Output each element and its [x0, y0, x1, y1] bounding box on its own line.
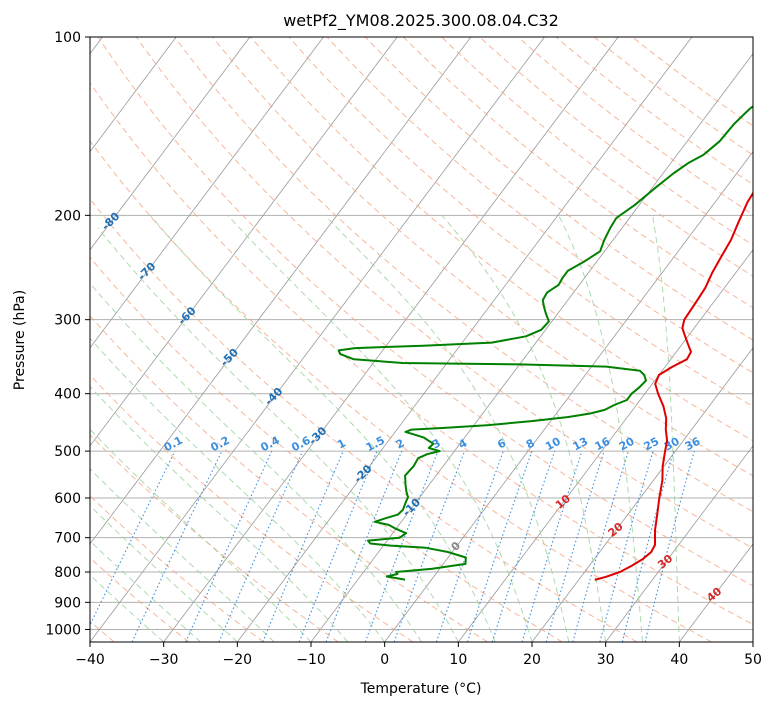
profile-lines: [337, 105, 753, 581]
mixing-ratio-label: 25: [642, 435, 662, 454]
y-tick-label: 100: [54, 30, 81, 46]
y-axis: 100 200 300 400 500 600 700 800 900 1000: [45, 30, 90, 638]
isotherm-line: [90, 37, 177, 153]
y-axis-label: Pressure (hPa): [12, 290, 28, 390]
y-tick-label: 700: [54, 531, 81, 547]
x-axis: −40 −30 −20 −10 0 10 20 30 40 50: [75, 642, 762, 668]
x-axis-label: Temperature (°C): [360, 681, 482, 697]
moist-adiabat-line: [652, 215, 680, 642]
moist-adiabat-line: [90, 428, 312, 642]
isotherm-line: [605, 445, 753, 642]
moist-adiabat-line: [324, 214, 570, 642]
x-tick-label: 40: [670, 652, 688, 668]
isotherm-line: [90, 37, 472, 545]
moist-adiabat-line: [90, 385, 349, 642]
dry-adiabat-line: [135, 37, 753, 549]
x-tick-label: 50: [744, 652, 762, 668]
isotherm-line: [90, 37, 398, 447]
y-tick-label: 400: [54, 387, 81, 403]
plot-frame: [89, 36, 754, 643]
x-tick-label: −20: [223, 652, 253, 668]
moist-adiabat-line: [97, 227, 459, 642]
mixing-ratio-line: [521, 450, 583, 642]
y-tick-label: 1000: [45, 622, 81, 638]
mixing-ratio-line: [621, 450, 675, 642]
mixing-ratio-line: [262, 450, 344, 642]
moist-adiabat-line: [558, 215, 643, 642]
moist-adiabat-line: [90, 540, 201, 642]
mixing-ratio-line: [545, 450, 605, 642]
dry-adiabat-line: [90, 198, 638, 642]
mixing-ratio-label: 16: [593, 435, 613, 454]
x-tick-label: 0: [380, 652, 389, 668]
mixing-ratio-line: [644, 450, 695, 642]
mixing-ratio-line: [435, 450, 504, 642]
mixing-ratio-line: [218, 450, 304, 642]
mixing-ratio-label: 20: [617, 435, 637, 454]
dewpoint-line: [337, 105, 753, 581]
isotherm-line: [237, 37, 693, 642]
mixing-ratio-label: 10: [543, 435, 563, 454]
moist-adiabat-line: [227, 214, 533, 642]
dry-adiabat-line: [90, 256, 563, 642]
temperature-line: [594, 191, 753, 581]
mixing-ratio-line: [298, 450, 378, 642]
isotherm-line: [90, 37, 324, 349]
dry-adiabat-line: [174, 37, 753, 513]
isotherm-line: [90, 37, 251, 251]
moist-adiabat-line: [149, 214, 496, 642]
isotherm-line: [90, 37, 545, 642]
isotherm-line: [531, 347, 753, 642]
dry-adiabat-line: [403, 37, 753, 309]
y-tick-label: 500: [54, 444, 81, 460]
chart-title: wetPf2_YM08.2025.300.08.04.C32: [283, 11, 559, 31]
y-tick-label: 300: [54, 313, 81, 329]
x-tick-label: 30: [597, 652, 615, 668]
moist-adiabat-line: [90, 282, 422, 642]
mixing-ratio-line: [185, 450, 273, 642]
y-tick-label: 200: [54, 208, 81, 224]
y-tick-label: 600: [54, 491, 81, 507]
isotherm-line: [310, 53, 753, 642]
mixing-ratio-line: [325, 450, 403, 642]
mixing-ratio-line: [466, 450, 533, 642]
x-tick-label: −30: [149, 652, 179, 668]
isotherm-line: [384, 151, 753, 642]
moist-adiabat-line: [441, 214, 607, 642]
mixing-ratio-line: [90, 450, 176, 627]
mixing-ratio-label: 13: [571, 435, 591, 454]
dry-adiabat-line: [97, 37, 753, 587]
mixing-ratio-line: [572, 450, 629, 642]
mixing-ratio-label: 36: [683, 435, 703, 454]
y-tick-label: 800: [54, 565, 81, 581]
dry-adiabat-line: [90, 374, 414, 642]
x-tick-label: 10: [449, 652, 467, 668]
y-tick-label: 900: [54, 595, 81, 611]
mixing-ratio-line: [491, 450, 556, 642]
moist-adiabat-line: [90, 468, 275, 642]
mixing-ratio-line: [599, 450, 654, 642]
mixing-ratio-line: [364, 450, 439, 642]
isotherm-line: [163, 37, 619, 642]
background-lines: [90, 37, 753, 642]
x-tick-label: −10: [296, 652, 326, 668]
dry-adiabat-line: [250, 37, 753, 442]
x-tick-label: 20: [523, 652, 541, 668]
x-tick-label: −40: [75, 652, 105, 668]
mixing-ratio-line: [393, 450, 466, 642]
moist-adiabat-line: [90, 337, 386, 642]
dry-adiabat-line: [212, 37, 753, 477]
moist-adiabat-line: [90, 504, 238, 642]
